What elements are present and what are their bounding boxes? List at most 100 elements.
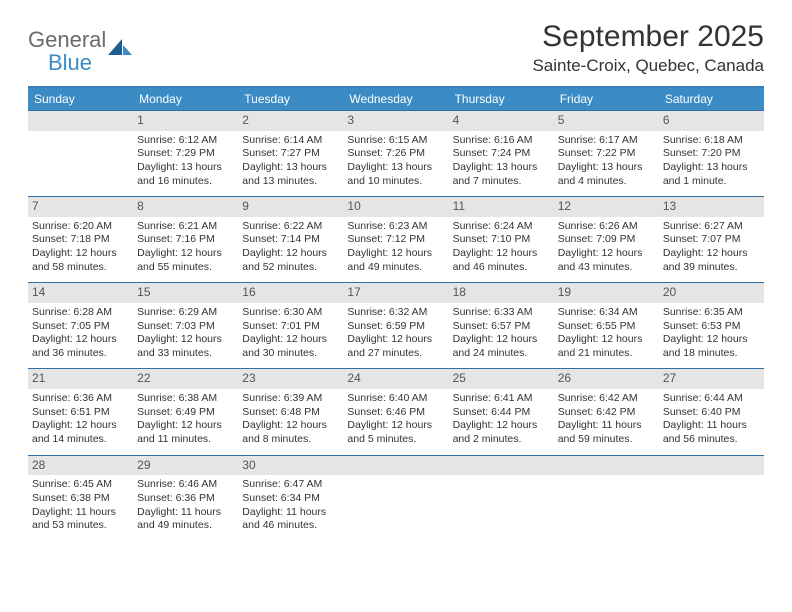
day-cell: 13Sunrise: 6:27 AMSunset: 7:07 PMDayligh… [659,196,764,282]
empty-cell [659,455,764,541]
day-number: 4 [449,111,554,131]
day-cell: 4Sunrise: 6:16 AMSunset: 7:24 PMDaylight… [449,110,554,196]
sunset-line: Sunset: 7:26 PM [347,147,444,161]
daylight-line: and 4 minutes. [558,175,655,189]
sunset-line: Sunset: 7:09 PM [558,233,655,247]
sunrise-line: Sunrise: 6:33 AM [453,306,550,320]
daylight-line: Daylight: 12 hours [32,247,129,261]
daylight-line: and 5 minutes. [347,433,444,447]
day-cell: 27Sunrise: 6:44 AMSunset: 6:40 PMDayligh… [659,368,764,454]
daylight-line: and 1 minute. [663,175,760,189]
day-cell: 20Sunrise: 6:35 AMSunset: 6:53 PMDayligh… [659,282,764,368]
sunset-line: Sunset: 7:14 PM [242,233,339,247]
sunrise-line: Sunrise: 6:29 AM [137,306,234,320]
daylight-line: and 46 minutes. [242,519,339,533]
sunset-line: Sunset: 6:38 PM [32,492,129,506]
sunset-line: Sunset: 7:18 PM [32,233,129,247]
daylight-line: Daylight: 12 hours [32,333,129,347]
day-number: 19 [554,283,659,303]
day-number: 27 [659,369,764,389]
sunrise-line: Sunrise: 6:24 AM [453,220,550,234]
empty-cell [28,110,133,196]
dow-header: Monday [133,88,238,110]
sunset-line: Sunset: 7:03 PM [137,320,234,334]
daylight-line: and 30 minutes. [242,347,339,361]
daylight-line: Daylight: 13 hours [558,161,655,175]
day-number: 3 [343,111,448,131]
daylight-line: Daylight: 13 hours [137,161,234,175]
sunset-line: Sunset: 7:22 PM [558,147,655,161]
sunset-line: Sunset: 7:05 PM [32,320,129,334]
daylight-line: Daylight: 12 hours [453,419,550,433]
daylight-line: and 27 minutes. [347,347,444,361]
sunset-line: Sunset: 6:46 PM [347,406,444,420]
day-number: 26 [554,369,659,389]
day-cell: 23Sunrise: 6:39 AMSunset: 6:48 PMDayligh… [238,368,343,454]
sunset-line: Sunset: 6:53 PM [663,320,760,334]
daylight-line: and 58 minutes. [32,261,129,275]
day-cell: 24Sunrise: 6:40 AMSunset: 6:46 PMDayligh… [343,368,448,454]
daylight-line: Daylight: 12 hours [137,333,234,347]
daylight-line: and 11 minutes. [137,433,234,447]
daylight-line: Daylight: 12 hours [558,333,655,347]
daylight-line: and 39 minutes. [663,261,760,275]
daylight-line: Daylight: 12 hours [137,247,234,261]
daylight-line: and 55 minutes. [137,261,234,275]
day-number: 9 [238,197,343,217]
daylight-line: Daylight: 11 hours [137,506,234,520]
daylight-line: and 33 minutes. [137,347,234,361]
day-cell: 10Sunrise: 6:23 AMSunset: 7:12 PMDayligh… [343,196,448,282]
day-number: 29 [133,456,238,476]
dow-header: Tuesday [238,88,343,110]
empty-cell [554,455,659,541]
sunset-line: Sunset: 7:27 PM [242,147,339,161]
day-number: 30 [238,456,343,476]
sunset-line: Sunset: 6:48 PM [242,406,339,420]
daylight-line: and 16 minutes. [137,175,234,189]
day-cell: 14Sunrise: 6:28 AMSunset: 7:05 PMDayligh… [28,282,133,368]
day-cell: 25Sunrise: 6:41 AMSunset: 6:44 PMDayligh… [449,368,554,454]
sunrise-line: Sunrise: 6:47 AM [242,478,339,492]
daylight-line: Daylight: 12 hours [558,247,655,261]
logo-text: General Blue [28,28,106,74]
daylight-line: and 49 minutes. [347,261,444,275]
sunset-line: Sunset: 6:51 PM [32,406,129,420]
header: General Blue September 2025 Sainte-Croix… [28,20,764,76]
sunset-line: Sunset: 6:34 PM [242,492,339,506]
day-number: 22 [133,369,238,389]
day-number: 12 [554,197,659,217]
sunrise-line: Sunrise: 6:14 AM [242,134,339,148]
day-number: 10 [343,197,448,217]
daylight-line: Daylight: 13 hours [242,161,339,175]
day-cell: 15 Sunrise: 6:29 AMSunset: 7:03 PMDayligh… [133,282,238,368]
sunrise-line: Sunrise: 6:18 AM [663,134,760,148]
sunrise-line: Sunrise: 6:17 AM [558,134,655,148]
empty-cell [343,455,448,541]
day-number: 20 [659,283,764,303]
daylight-line: Daylight: 12 hours [347,333,444,347]
day-cell: 8Sunrise: 6:21 AMSunset: 7:16 PMDaylight… [133,196,238,282]
daylight-line: and 56 minutes. [663,433,760,447]
day-number: 15 [133,283,238,303]
daylight-line: and 21 minutes. [558,347,655,361]
day-number: 1 [133,111,238,131]
day-cell: 22Sunrise: 6:38 AMSunset: 6:49 PMDayligh… [133,368,238,454]
daylight-line: and 2 minutes. [453,433,550,447]
sunrise-line: Sunrise: 6:38 AM [137,392,234,406]
sunrise-line: Sunrise: 6:15 AM [347,134,444,148]
sunrise-line: Sunrise: 6:32 AM [347,306,444,320]
day-cell: 3Sunrise: 6:15 AMSunset: 7:26 PMDaylight… [343,110,448,196]
sunrise-line: Sunrise: 6:21 AM [137,220,234,234]
day-number: 11 [449,197,554,217]
day-number: 13 [659,197,764,217]
daylight-line: and 59 minutes. [558,433,655,447]
sail-icon [108,37,132,57]
sunrise-line: Sunrise: 6:40 AM [347,392,444,406]
daylight-line: and 49 minutes. [137,519,234,533]
sunset-line: Sunset: 7:16 PM [137,233,234,247]
daylight-line: Daylight: 12 hours [347,247,444,261]
sunrise-line: Sunrise: 6:41 AM [453,392,550,406]
title-month: September 2025 [532,20,764,54]
day-number: 18 [449,283,554,303]
day-cell: 5Sunrise: 6:17 AMSunset: 7:22 PMDaylight… [554,110,659,196]
